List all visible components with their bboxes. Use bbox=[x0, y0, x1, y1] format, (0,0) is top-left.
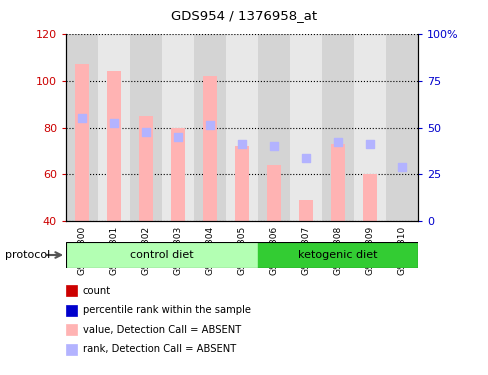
Text: protocol: protocol bbox=[5, 250, 50, 260]
Bar bbox=[66, 34, 98, 221]
Bar bbox=[386, 34, 417, 221]
Bar bbox=[66, 242, 258, 268]
Text: percentile rank within the sample: percentile rank within the sample bbox=[82, 305, 250, 315]
Bar bbox=[139, 116, 153, 221]
Point bbox=[366, 141, 373, 147]
Point bbox=[269, 143, 277, 149]
Point bbox=[110, 120, 118, 126]
Bar bbox=[322, 34, 353, 221]
Point bbox=[174, 134, 182, 140]
Bar bbox=[75, 64, 89, 221]
Text: rank, Detection Call = ABSENT: rank, Detection Call = ABSENT bbox=[82, 344, 235, 354]
Text: GDS954 / 1376958_at: GDS954 / 1376958_at bbox=[171, 9, 317, 22]
Text: count: count bbox=[82, 286, 111, 296]
Point bbox=[302, 155, 309, 161]
Bar bbox=[162, 34, 194, 221]
Bar bbox=[298, 200, 313, 221]
Bar bbox=[266, 165, 281, 221]
Bar bbox=[362, 174, 377, 221]
Bar bbox=[98, 34, 130, 221]
Bar bbox=[130, 34, 162, 221]
Bar bbox=[106, 71, 121, 221]
Bar bbox=[225, 34, 258, 221]
Point bbox=[333, 139, 341, 145]
Bar bbox=[289, 34, 322, 221]
Bar bbox=[66, 304, 77, 316]
Point bbox=[206, 122, 214, 128]
Point bbox=[78, 115, 86, 121]
Bar bbox=[66, 344, 77, 355]
Point bbox=[238, 141, 245, 147]
Text: ketogenic diet: ketogenic diet bbox=[298, 250, 377, 260]
Bar bbox=[258, 242, 417, 268]
Point bbox=[397, 164, 405, 170]
Bar bbox=[66, 285, 77, 296]
Bar bbox=[258, 34, 289, 221]
Bar bbox=[170, 128, 185, 221]
Text: value, Detection Call = ABSENT: value, Detection Call = ABSENT bbox=[82, 325, 241, 334]
Bar bbox=[66, 324, 77, 335]
Point bbox=[142, 129, 150, 135]
Text: control diet: control diet bbox=[130, 250, 193, 260]
Bar bbox=[194, 34, 225, 221]
Bar bbox=[203, 76, 217, 221]
Bar bbox=[353, 34, 386, 221]
Bar bbox=[234, 146, 249, 221]
Bar bbox=[330, 144, 345, 221]
